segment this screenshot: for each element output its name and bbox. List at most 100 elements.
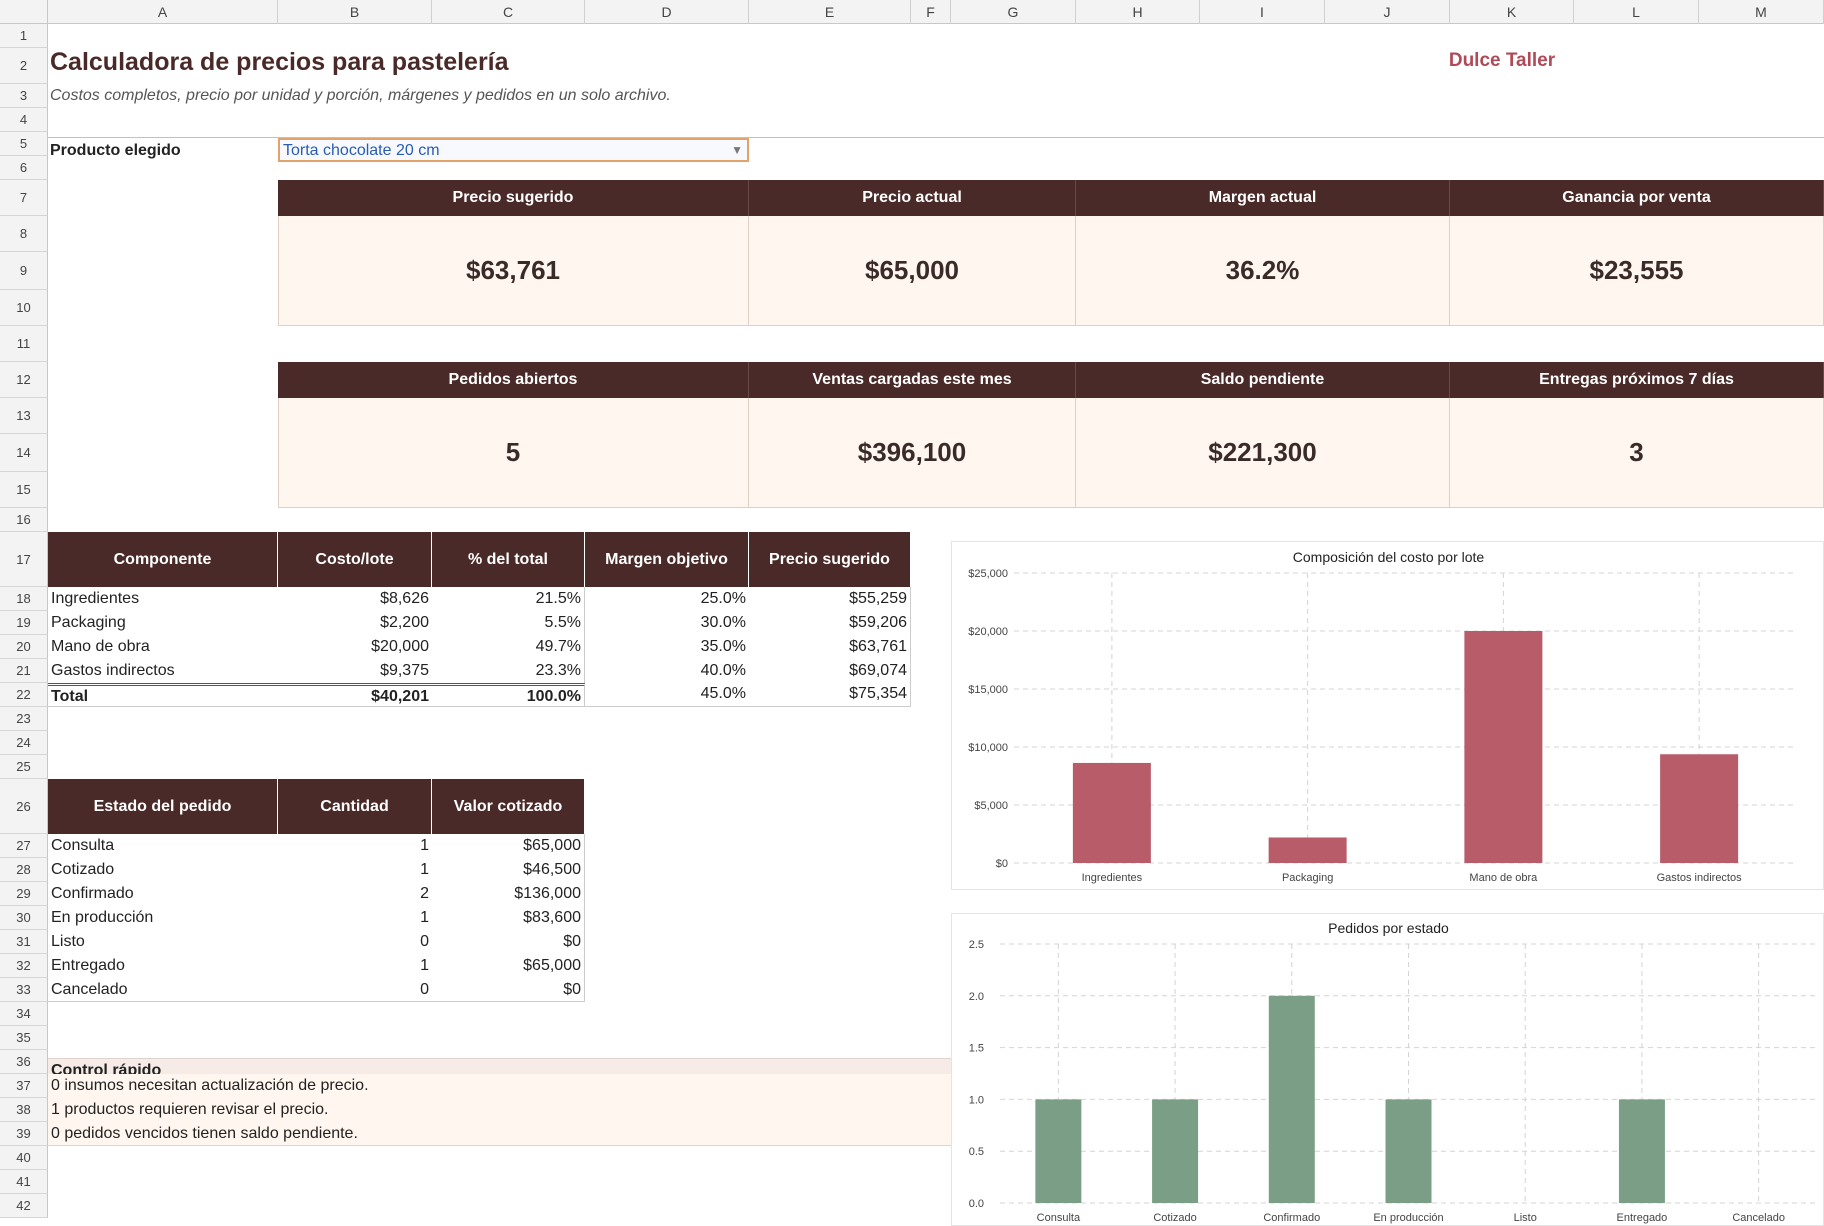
- row-header-35[interactable]: 35: [0, 1026, 48, 1050]
- column-header-a[interactable]: A: [48, 0, 278, 24]
- table-cell[interactable]: $83,600: [432, 906, 585, 930]
- table-cell[interactable]: $65,000: [432, 834, 585, 858]
- row-header-13[interactable]: 13: [0, 398, 48, 434]
- table-cell[interactable]: $136,000: [432, 882, 585, 906]
- column-header-m[interactable]: M: [1699, 0, 1824, 24]
- table-cell[interactable]: $0: [432, 978, 585, 1002]
- row-header-16[interactable]: 16: [0, 508, 48, 532]
- table-cell[interactable]: En producción: [51, 909, 154, 926]
- table-cell[interactable]: 0: [278, 978, 432, 1002]
- table-cell[interactable]: $55,259: [749, 587, 911, 611]
- column-header-j[interactable]: J: [1325, 0, 1450, 24]
- row-header-11[interactable]: 11: [0, 326, 48, 362]
- row-header-9[interactable]: 9: [0, 252, 48, 290]
- row-header-3[interactable]: 3: [0, 84, 48, 108]
- table-cell[interactable]: $2,200: [380, 614, 429, 631]
- table-cell[interactable]: $46,500: [432, 858, 585, 882]
- table-cell[interactable]: 1: [420, 837, 429, 854]
- product-dropdown[interactable]: Torta chocolate 20 cm ▼: [278, 138, 749, 162]
- column-header-l[interactable]: L: [1574, 0, 1699, 24]
- row-header-15[interactable]: 15: [0, 472, 48, 508]
- column-header-h[interactable]: H: [1076, 0, 1200, 24]
- row-header-21[interactable]: 21: [0, 659, 48, 683]
- row-header-5[interactable]: 5: [0, 132, 48, 156]
- table-cell[interactable]: 21.5%: [432, 587, 585, 611]
- total-cell[interactable]: $40,201: [278, 683, 432, 707]
- table-cell[interactable]: $9,375: [380, 662, 429, 679]
- row-header-12[interactable]: 12: [0, 362, 48, 398]
- row-header-30[interactable]: 30: [0, 906, 48, 930]
- table-cell[interactable]: 5.5%: [432, 611, 585, 635]
- table-cell[interactable]: Gastos indirectos: [51, 662, 175, 679]
- row-header-2[interactable]: 2: [0, 48, 48, 84]
- row-header-1[interactable]: 1: [0, 24, 48, 48]
- column-header-b[interactable]: B: [278, 0, 432, 24]
- table-cell[interactable]: $63,761: [749, 635, 911, 659]
- table-cell[interactable]: 0: [420, 933, 429, 950]
- table-cell[interactable]: $8,626: [380, 590, 429, 607]
- row-header-23[interactable]: 23: [0, 707, 48, 731]
- row-header-7[interactable]: 7: [0, 180, 48, 216]
- row-header-40[interactable]: 40: [0, 1146, 48, 1170]
- total-cell[interactable]: $75,354: [749, 683, 911, 707]
- table-cell[interactable]: 1: [420, 861, 429, 878]
- row-header-14[interactable]: 14: [0, 434, 48, 472]
- total-cell[interactable]: 45.0%: [585, 683, 749, 707]
- table-cell[interactable]: Confirmado: [51, 885, 134, 902]
- table-cell[interactable]: Cancelado: [48, 978, 278, 1002]
- total-cell[interactable]: 100.0%: [432, 683, 585, 707]
- select-all-corner[interactable]: [0, 0, 48, 24]
- column-header-c[interactable]: C: [432, 0, 585, 24]
- row-header-24[interactable]: 24: [0, 731, 48, 755]
- row-header-32[interactable]: 32: [0, 954, 48, 978]
- table-cell[interactable]: Entregado: [51, 957, 125, 974]
- row-header-31[interactable]: 31: [0, 930, 48, 954]
- orders-by-status-chart[interactable]: Pedidos por estado 0.0 0.5 1.0 1.5 2.0 2.5 Cons…: [951, 913, 1824, 1226]
- column-header-d[interactable]: D: [585, 0, 749, 24]
- column-header-f[interactable]: F: [911, 0, 951, 24]
- table-cell[interactable]: 23.3%: [432, 659, 585, 683]
- chevron-down-icon[interactable]: ▼: [731, 143, 743, 157]
- total-cell[interactable]: Total: [48, 683, 278, 707]
- row-header-29[interactable]: 29: [0, 882, 48, 906]
- table-cell[interactable]: 1: [420, 909, 429, 926]
- cost-composition-chart[interactable]: Composición del costo por lote $0 $5,000 $1…: [951, 541, 1824, 890]
- row-header-34[interactable]: 34: [0, 1002, 48, 1026]
- table-cell[interactable]: 49.7%: [432, 635, 585, 659]
- row-header-10[interactable]: 10: [0, 290, 48, 326]
- table-cell[interactable]: 1: [420, 957, 429, 974]
- row-header-17[interactable]: 17: [0, 532, 48, 587]
- row-header-36[interactable]: 36: [0, 1050, 48, 1074]
- table-cell[interactable]: Mano de obra: [51, 638, 150, 655]
- column-header-e[interactable]: E: [749, 0, 911, 24]
- table-cell[interactable]: $59,206: [749, 611, 911, 635]
- row-header-6[interactable]: 6: [0, 156, 48, 180]
- row-header-26[interactable]: 26: [0, 779, 48, 834]
- table-cell[interactable]: 30.0%: [700, 614, 746, 631]
- table-cell[interactable]: Cotizado: [51, 861, 115, 878]
- row-header-20[interactable]: 20: [0, 635, 48, 659]
- table-cell[interactable]: Ingredientes: [51, 590, 140, 607]
- column-header-g[interactable]: G: [951, 0, 1076, 24]
- table-cell[interactable]: Listo: [51, 933, 85, 950]
- table-cell[interactable]: 2: [420, 885, 429, 902]
- row-header-18[interactable]: 18: [0, 587, 48, 611]
- row-header-22[interactable]: 22: [0, 683, 48, 707]
- table-cell[interactable]: Packaging: [51, 614, 126, 631]
- row-header-39[interactable]: 39: [0, 1122, 48, 1146]
- row-header-28[interactable]: 28: [0, 858, 48, 882]
- table-cell[interactable]: 35.0%: [700, 638, 746, 655]
- row-header-27[interactable]: 27: [0, 834, 48, 858]
- row-header-8[interactable]: 8: [0, 216, 48, 252]
- row-header-33[interactable]: 33: [0, 978, 48, 1002]
- row-header-38[interactable]: 38: [0, 1098, 48, 1122]
- column-header-i[interactable]: I: [1200, 0, 1325, 24]
- column-header-k[interactable]: K: [1450, 0, 1574, 24]
- row-header-37[interactable]: 37: [0, 1074, 48, 1098]
- table-cell[interactable]: 40.0%: [700, 662, 746, 679]
- table-cell[interactable]: $69,074: [749, 659, 911, 683]
- row-header-41[interactable]: 41: [0, 1170, 48, 1194]
- row-header-19[interactable]: 19: [0, 611, 48, 635]
- table-cell[interactable]: $0: [432, 930, 585, 954]
- row-header-42[interactable]: 42: [0, 1194, 48, 1218]
